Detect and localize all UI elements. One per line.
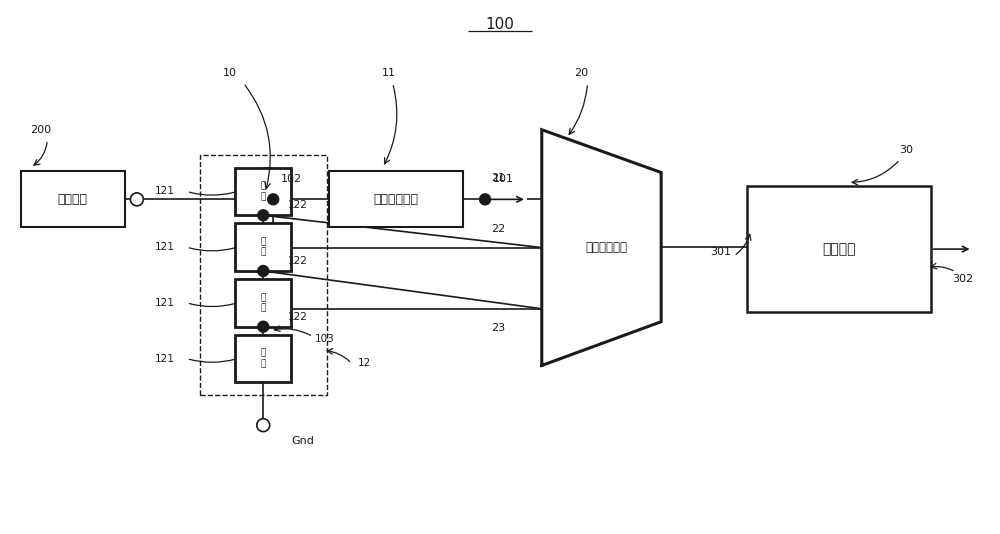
Text: 121: 121 [155,186,175,197]
Text: 101: 101 [492,175,513,184]
Text: 10: 10 [222,68,236,78]
Text: 23: 23 [491,323,505,333]
Text: 11: 11 [382,68,396,78]
Circle shape [268,194,279,205]
Circle shape [258,321,269,332]
Bar [235,168,291,215]
Text: 122: 122 [288,312,308,322]
Text: 阻
电: 阻 电 [261,238,266,257]
Text: 阻
电: 阻 电 [261,349,266,368]
Text: 第一电阻单元: 第一电阻单元 [374,193,419,206]
Text: 103: 103 [315,334,335,343]
Bar [21,171,125,227]
Text: 121: 121 [155,298,175,308]
Circle shape [258,210,269,221]
Text: 电压模块: 电压模块 [58,193,88,206]
Text: 21: 21 [491,174,505,184]
Text: 100: 100 [486,17,514,32]
Text: 122: 122 [288,256,308,266]
Text: 302: 302 [952,274,973,284]
Bar [235,223,291,271]
Bar [747,186,931,312]
Circle shape [130,193,143,206]
Text: 200: 200 [30,125,51,135]
Bar [235,335,291,382]
Text: 102: 102 [281,175,302,184]
Circle shape [480,194,491,205]
Text: 多路选择模块: 多路选择模块 [585,241,627,254]
Text: 301: 301 [710,247,731,257]
Text: 122: 122 [288,200,308,210]
Text: 30: 30 [899,145,913,155]
Bar [200,154,327,395]
Text: 12: 12 [358,358,371,368]
Circle shape [257,419,270,431]
Bar [235,279,291,327]
Text: 22: 22 [491,224,505,234]
Text: 阻
电: 阻 电 [261,293,266,312]
Text: 121: 121 [155,242,175,252]
Text: 处理模块: 处理模块 [822,242,855,256]
Text: 121: 121 [155,354,175,364]
Circle shape [258,265,269,277]
Text: 阻
电: 阻 电 [261,182,266,201]
Bar [329,171,463,227]
Text: Gnd: Gnd [291,436,314,446]
Text: 20: 20 [575,68,589,78]
